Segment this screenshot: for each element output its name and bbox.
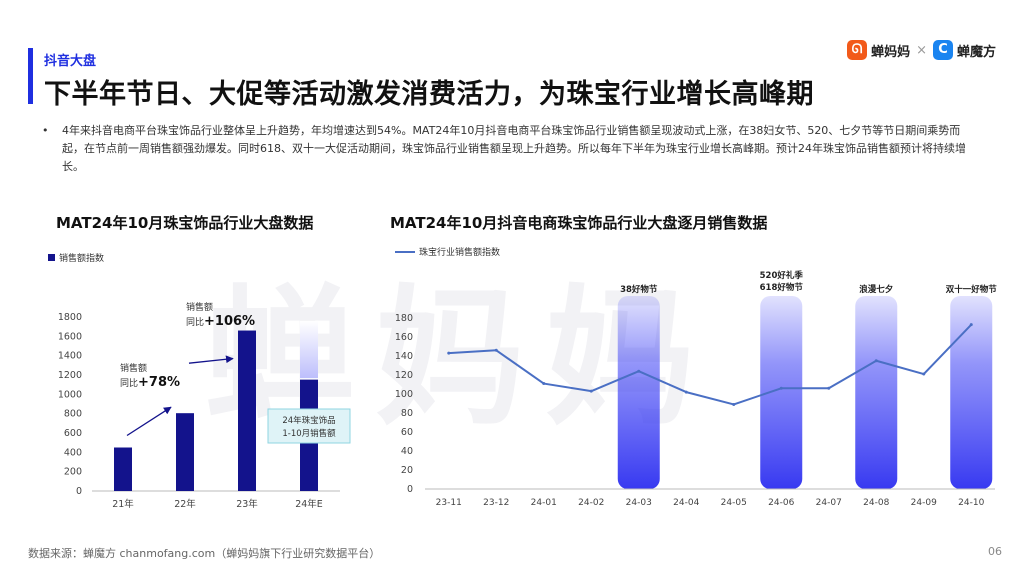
data-point [922, 372, 926, 376]
x-tick-label: 24-04 [673, 498, 699, 508]
legend-label: 销售额指数 [59, 252, 104, 264]
y-tick-label: 180 [395, 313, 413, 324]
highlight-label: 520好礼季 [760, 270, 804, 281]
y-tick-label: 0 [407, 484, 413, 495]
data-point [969, 323, 973, 327]
legend-label: 珠宝行业销售额指数 [419, 246, 500, 258]
annotation-2-value: 同比+106% [186, 314, 255, 329]
y-tick-label: 1600 [58, 331, 82, 342]
data-point [494, 348, 498, 352]
y-tick-label: 600 [64, 428, 82, 439]
summary-paragraph: • 4年来抖音电商平台珠宝饰品行业整体呈上升趋势，年均增速达到54%。MAT24… [42, 122, 972, 176]
x-tick-label: 24-03 [626, 498, 652, 508]
x-tick-label: 23-12 [483, 498, 509, 508]
data-point [684, 390, 688, 394]
page-number: 06 [988, 545, 1002, 558]
x-tick-label: 23年 [236, 498, 258, 510]
accent-bar [28, 48, 33, 104]
line-chart-title: MAT24年10月抖音电商珠宝饰品行业大盘逐月销售数据 [390, 214, 768, 232]
y-tick-label: 60 [401, 427, 413, 438]
x-tick-label: 24-09 [911, 498, 937, 508]
bullet-dot: • [42, 124, 49, 137]
y-tick-label: 800 [64, 409, 82, 420]
x-tick-label: 24年E [295, 498, 323, 510]
series-line [448, 323, 972, 406]
x-tick-label: 24-07 [816, 498, 842, 508]
y-tick-label: 140 [395, 351, 413, 362]
data-point [874, 359, 878, 363]
y-tick-label: 1800 [58, 312, 82, 323]
x-tick-label: 24-01 [531, 498, 557, 508]
y-tick-label: 20 [401, 465, 413, 476]
highlight-label: 38好物节 [620, 284, 658, 295]
bar [114, 447, 132, 491]
y-tick-label: 200 [64, 467, 82, 478]
x-tick-label: 22年 [174, 498, 196, 510]
bar [238, 330, 256, 491]
annotation-2-label: 销售额 [186, 301, 213, 313]
highlight-column [760, 296, 803, 489]
highlight-column [855, 296, 898, 489]
data-point [827, 386, 831, 390]
y-tick-label: 1000 [58, 389, 82, 400]
bar-chart: 销售额指数 0 200 400 600 800 1000 1200 1400 1600 1800 21… [48, 252, 351, 510]
data-point [447, 351, 451, 355]
x-tick-label: 24-08 [863, 498, 889, 508]
callout-line-2: 1-10月销售额 [282, 428, 336, 439]
callout-box [267, 408, 351, 444]
y-tick-label: 1400 [58, 351, 82, 362]
x-tick-label: 24-06 [768, 498, 794, 508]
line-chart: 珠宝行业销售额指数 0 20 40 60 80 100 120 140 160 180 38好物节 52… [395, 246, 998, 508]
y-tick-label: 120 [395, 370, 413, 381]
brand-left-name: 蝉妈妈 [871, 44, 911, 60]
bar-chart-title: MAT24年10月珠宝饰品行业大盘数据 [56, 214, 314, 232]
callout-line-1: 24年珠宝饰品 [282, 415, 335, 426]
brand-times: × [916, 42, 927, 58]
growth-arrow-2 [188, 355, 234, 364]
highlight-column [617, 296, 660, 489]
annotation-1-value: 同比+78% [120, 375, 180, 390]
y-tick-label: 0 [76, 486, 82, 497]
legend-swatch [48, 254, 55, 261]
data-point [542, 382, 546, 386]
bar [176, 413, 194, 491]
x-tick-label: 24-10 [958, 498, 984, 508]
x-tick-label: 24-05 [721, 498, 747, 508]
section-kicker: 抖音大盘 [44, 54, 97, 69]
x-tick-label: 24-02 [578, 498, 604, 508]
highlight-column [950, 296, 993, 489]
highlight-label: 浪漫七夕 [859, 284, 893, 295]
chanmofang-logo-icon: C [932, 40, 953, 60]
data-source: 数据来源：蝉魔方 chanmofang.com（蝉妈妈旗下行业研究数据平台） [28, 547, 381, 560]
y-tick-label: 400 [64, 447, 82, 458]
y-tick-label: 80 [401, 408, 413, 419]
annotation-1-label: 销售额 [120, 362, 147, 374]
y-tick-label: 100 [395, 389, 413, 400]
highlight-label: 双十一好物节 [946, 284, 998, 295]
highlight-label: 618好物节 [760, 282, 804, 293]
chanmama-logo-icon: ᘏ [847, 40, 868, 60]
data-point [637, 369, 641, 373]
x-tick-label: 21年 [112, 498, 134, 510]
summary-text: 4年来抖音电商平台珠宝饰品行业整体呈上升趋势，年均增速达到54%。MAT24年1… [62, 124, 966, 173]
page-title: 下半年节日、大促等活动激发消费活力，为珠宝行业增长高峰期 [44, 79, 814, 110]
y-tick-label: 160 [395, 332, 413, 343]
data-point [589, 389, 593, 393]
data-point [779, 386, 783, 390]
data-point [732, 402, 736, 406]
y-tick-label: 40 [401, 446, 413, 457]
y-tick-label: 1200 [58, 370, 82, 381]
brand-logos: ᘏ 蝉妈妈 × C 蝉魔方 [847, 40, 996, 60]
x-tick-label: 23-11 [436, 498, 462, 508]
brand-right-name: 蝉魔方 [956, 44, 996, 60]
growth-arrow-1 [126, 406, 172, 437]
